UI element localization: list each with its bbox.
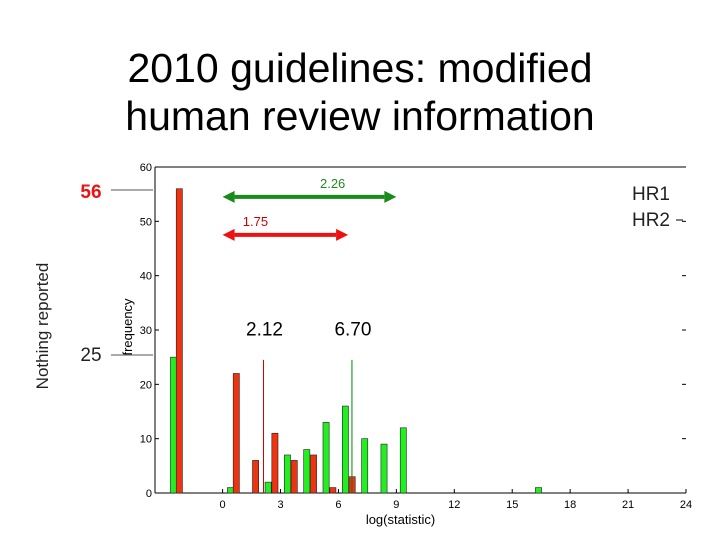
x-axis-label: log(statistic) — [366, 512, 435, 527]
y-tick-label: 50 — [140, 216, 152, 228]
y-tick-label: 40 — [140, 271, 152, 283]
y-tick-label: 20 — [140, 379, 152, 391]
bar-hr2 — [290, 460, 298, 494]
range-label-1: 1.75 — [243, 214, 268, 229]
bar-hr2 — [271, 432, 279, 494]
x-tick-label: 24 — [680, 499, 692, 511]
marker-label-1: 6.70 — [334, 319, 371, 340]
x-tick-label: 15 — [506, 499, 518, 511]
y-axis-label: frequency — [120, 298, 135, 356]
x-tick-label: 21 — [622, 499, 634, 511]
range-arrow-head-right-1 — [336, 228, 349, 241]
bar-hr2 — [175, 188, 183, 494]
range-arrow-head-right-0 — [384, 190, 397, 203]
bar-hr1 — [264, 481, 272, 494]
y-tick-label: 60 — [140, 162, 152, 174]
bar-hr1 — [380, 443, 388, 494]
marker-label-0: 2.12 — [246, 319, 283, 340]
y-tick-label: 0 — [146, 488, 152, 500]
x-tick-label: 9 — [393, 499, 399, 511]
legend-entry-hr2: HR2 — [632, 210, 670, 231]
count-label-hr1: 25 — [80, 345, 101, 366]
bar-hr1 — [361, 438, 369, 494]
bar-hr2 — [232, 373, 240, 494]
legend-entry-hr1: HR1 — [632, 184, 670, 205]
bar-hr1 — [227, 487, 234, 494]
bar-hr2 — [310, 454, 317, 494]
title-line-1: 2010 guidelines: modified — [127, 45, 593, 91]
x-tick-label: 3 — [277, 499, 283, 511]
y-tick-label: 10 — [140, 434, 152, 446]
count-label-hr2: 56 — [80, 182, 101, 203]
x-tick-label: 12 — [448, 499, 460, 511]
axis-layer: 0 10 20 30 40 50 60 0 3 6 9 12 15 18 21 24 log(statistic… — [120, 162, 692, 527]
x-tick-label: 18 — [564, 499, 576, 511]
title-line-2: human review information — [125, 93, 595, 139]
range-arrow-head-left-0 — [222, 190, 235, 203]
nothing-reported-label: Nothing reported — [33, 263, 52, 390]
bar-hr2 — [252, 460, 259, 494]
bar-hr1 — [399, 427, 407, 494]
range-label-0: 2.26 — [320, 176, 345, 191]
bar-hr1 — [284, 454, 291, 494]
bar-hr1 — [535, 487, 542, 494]
x-tick-label: 6 — [335, 499, 341, 511]
slide-title: 2010 guidelines: modified human review i… — [0, 44, 720, 140]
bar-hr1 — [303, 449, 311, 494]
x-tick-label: 0 — [220, 499, 226, 511]
bar-hr1 — [322, 422, 330, 494]
range-arrow-head-left-1 — [222, 228, 235, 241]
bar-hr1 — [170, 356, 177, 494]
bar-layer — [170, 188, 542, 494]
y-tick-label: 30 — [140, 325, 152, 337]
bar-hr2 — [329, 487, 337, 494]
bar-hr1 — [341, 405, 349, 494]
annotation-layer: 2.12 6.70 2.26 1.75 HR1 HR2 Nothing reported 56… — [33, 176, 683, 493]
